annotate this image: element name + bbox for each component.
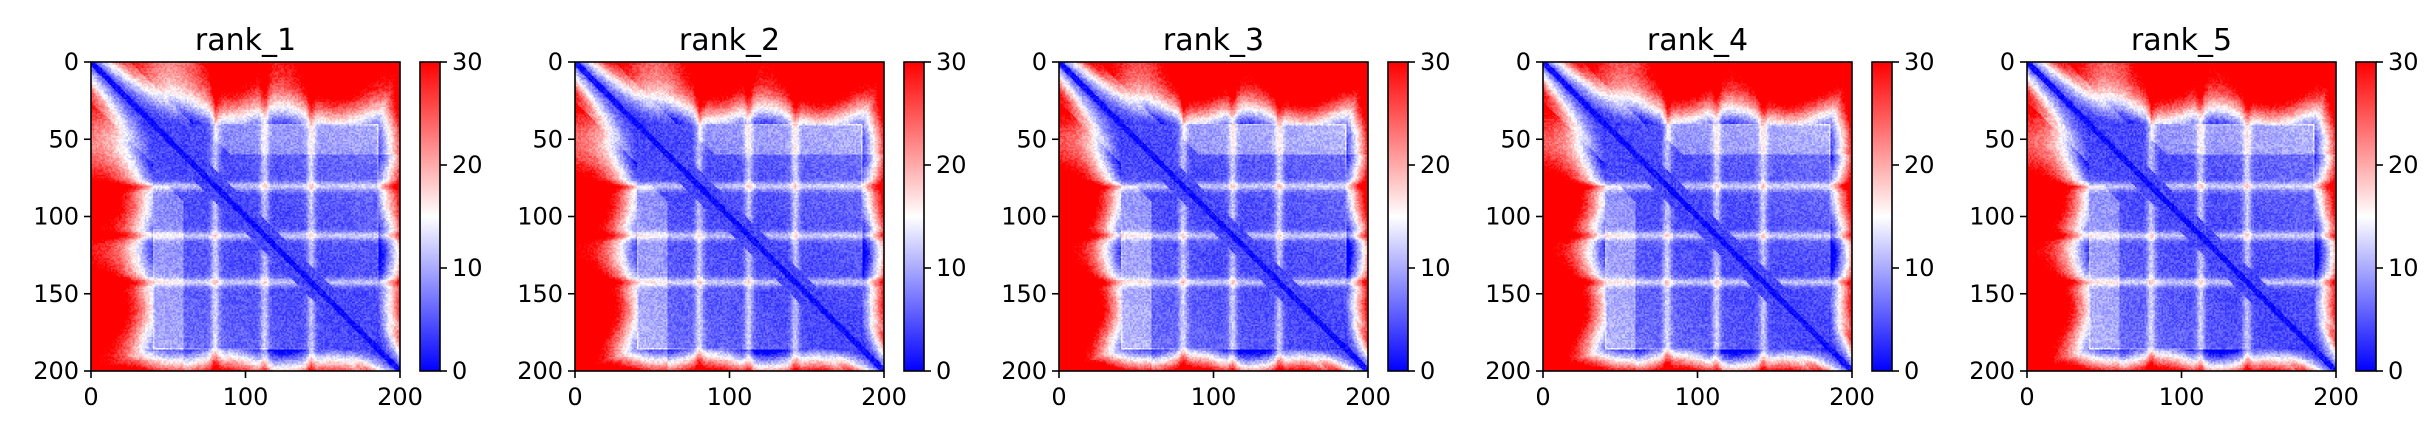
colorbar-tick-label: 30 xyxy=(452,48,483,76)
colorbar-tick-label: 20 xyxy=(1420,151,1451,179)
y-tick-label: 200 xyxy=(1485,357,1531,385)
y-tick-label: 150 xyxy=(1485,280,1531,308)
colorbar-tick-label: 30 xyxy=(936,48,967,76)
y-tick-label: 0 xyxy=(548,48,563,76)
y-tick-label: 0 xyxy=(1516,48,1531,76)
y-tick-label: 200 xyxy=(517,357,563,385)
y-tick-label: 50 xyxy=(1984,125,2015,153)
colorbar xyxy=(2356,62,2376,371)
y-tick-label: 150 xyxy=(517,280,563,308)
x-tick-label: 200 xyxy=(377,383,423,411)
colorbar-tick-label: 10 xyxy=(2388,254,2419,282)
y-tick-label: 0 xyxy=(64,48,79,76)
x-tick-label: 100 xyxy=(1675,383,1721,411)
y-tick-label: 0 xyxy=(1032,48,1047,76)
colorbar-frame xyxy=(419,61,441,372)
heatmap-image xyxy=(1543,62,1852,371)
y-tick-label: 0 xyxy=(2000,48,2015,76)
colorbar-tick-label: 20 xyxy=(1904,151,1935,179)
y-tick-label: 100 xyxy=(1001,203,1047,231)
colorbar-tick-label: 0 xyxy=(1904,357,1919,385)
colorbar-tick-label: 20 xyxy=(2388,151,2419,179)
heatmap-image xyxy=(2027,62,2336,371)
heatmap-image xyxy=(91,62,400,371)
colorbar-tick-label: 0 xyxy=(936,357,951,385)
y-tick-label: 150 xyxy=(1001,280,1047,308)
y-tick-label: 100 xyxy=(1485,203,1531,231)
colorbar-frame xyxy=(903,61,925,372)
x-tick-label: 100 xyxy=(2159,383,2205,411)
x-tick-label: 0 xyxy=(567,383,582,411)
colorbar-tick-label: 0 xyxy=(2388,357,2403,385)
x-tick-label: 100 xyxy=(223,383,269,411)
colorbar-tick-label: 30 xyxy=(1904,48,1935,76)
x-tick-label: 200 xyxy=(2313,383,2359,411)
colorbar-frame xyxy=(1387,61,1409,372)
colorbar-tick-label: 0 xyxy=(1420,357,1435,385)
colorbar-tick-label: 30 xyxy=(1420,48,1451,76)
heatmap-image xyxy=(575,62,884,371)
y-tick-label: 200 xyxy=(1001,357,1047,385)
chart-title: rank_3 xyxy=(1163,23,1264,58)
y-tick-label: 100 xyxy=(1969,203,2015,231)
colorbar-tick-label: 10 xyxy=(1904,254,1935,282)
colorbar-tick-label: 0 xyxy=(452,357,467,385)
x-tick-label: 0 xyxy=(2019,383,2034,411)
x-tick-label: 100 xyxy=(707,383,753,411)
y-tick-label: 200 xyxy=(33,357,79,385)
colorbar xyxy=(904,62,924,371)
x-tick-label: 200 xyxy=(1829,383,1875,411)
colorbar-frame xyxy=(2355,61,2377,372)
colorbar-tick-label: 20 xyxy=(936,151,967,179)
colorbar-tick-label: 20 xyxy=(452,151,483,179)
y-tick-label: 100 xyxy=(33,203,79,231)
colorbar-tick-label: 10 xyxy=(936,254,967,282)
heatmap-image xyxy=(1059,62,1368,371)
y-tick-label: 50 xyxy=(48,125,79,153)
colorbar-frame xyxy=(1871,61,1893,372)
colorbar-tick-label: 30 xyxy=(2388,48,2419,76)
x-tick-label: 0 xyxy=(1535,383,1550,411)
y-tick-label: 50 xyxy=(1500,125,1531,153)
x-tick-label: 200 xyxy=(1345,383,1391,411)
y-tick-label: 200 xyxy=(1969,357,2015,385)
colorbar xyxy=(1872,62,1892,371)
colorbar-tick-label: 10 xyxy=(1420,254,1451,282)
colorbar-tick-label: 10 xyxy=(452,254,483,282)
chart-title: rank_5 xyxy=(2131,23,2232,58)
y-tick-label: 100 xyxy=(517,203,563,231)
y-tick-label: 50 xyxy=(1016,125,1047,153)
colorbar xyxy=(420,62,440,371)
chart-title: rank_2 xyxy=(679,23,780,58)
x-tick-label: 100 xyxy=(1191,383,1237,411)
y-tick-label: 50 xyxy=(532,125,563,153)
y-tick-label: 150 xyxy=(1969,280,2015,308)
y-tick-label: 150 xyxy=(33,280,79,308)
chart-title: rank_1 xyxy=(195,23,296,58)
x-tick-label: 0 xyxy=(83,383,98,411)
x-tick-label: 200 xyxy=(861,383,907,411)
colorbar xyxy=(1388,62,1408,371)
x-tick-label: 0 xyxy=(1051,383,1066,411)
chart-title: rank_4 xyxy=(1647,23,1748,58)
